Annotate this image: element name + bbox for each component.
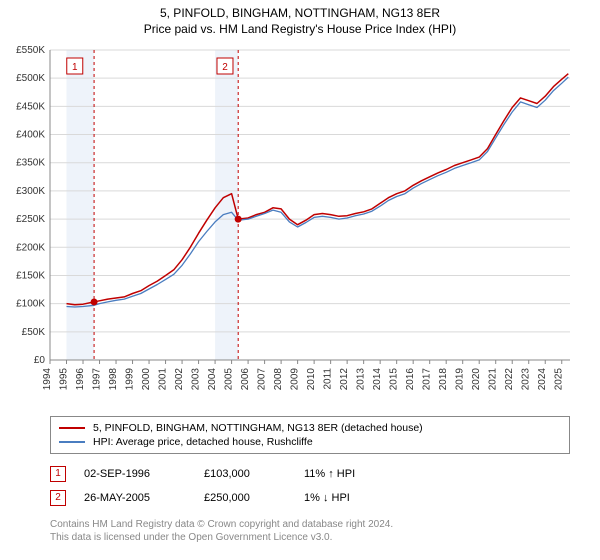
svg-text:£550K: £550K: [16, 45, 45, 56]
svg-text:2020: 2020: [471, 368, 482, 391]
svg-text:2016: 2016: [405, 368, 416, 391]
svg-text:2000: 2000: [141, 368, 152, 391]
marker-diff: 1% ↓ HPI: [304, 492, 414, 504]
svg-text:2024: 2024: [537, 368, 548, 391]
footer-attribution: Contains HM Land Registry data © Crown c…: [50, 518, 570, 544]
svg-text:£250K: £250K: [16, 214, 45, 225]
svg-text:2014: 2014: [372, 368, 383, 391]
svg-text:£0: £0: [34, 355, 46, 366]
marker-row: 1 02-SEP-1996£103,00011% ↑ HPI: [50, 462, 570, 486]
svg-text:£300K: £300K: [16, 186, 45, 197]
svg-text:2017: 2017: [422, 368, 433, 391]
svg-text:2023: 2023: [521, 368, 532, 391]
svg-text:2004: 2004: [207, 368, 218, 391]
marker-price: £250,000: [204, 492, 304, 504]
svg-text:£50K: £50K: [22, 327, 46, 338]
svg-text:2015: 2015: [389, 368, 400, 391]
svg-text:2007: 2007: [257, 368, 268, 391]
svg-text:2012: 2012: [339, 368, 350, 391]
marker-table: 1 02-SEP-1996£103,00011% ↑ HPI 2 26-MAY-200…: [50, 462, 570, 510]
svg-text:2025: 2025: [554, 368, 565, 391]
legend-row: 5, PINFOLD, BINGHAM, NOTTINGHAM, NG13 8E…: [59, 421, 561, 435]
svg-text:1999: 1999: [125, 368, 136, 391]
chart-plot-area: £0 £50K £100K £150K £200K £250K £300K £350K £400…: [0, 40, 600, 410]
legend-label: 5, PINFOLD, BINGHAM, NOTTINGHAM, NG13 8E…: [93, 422, 423, 434]
legend-box: 5, PINFOLD, BINGHAM, NOTTINGHAM, NG13 8E…: [50, 416, 570, 454]
chart-title-line2: Price paid vs. HM Land Registry's House …: [0, 20, 600, 40]
legend-swatch: [59, 441, 85, 443]
svg-text:2005: 2005: [224, 368, 235, 391]
legend-row: HPI: Average price, detached house, Rush…: [59, 435, 561, 449]
svg-text:£450K: £450K: [16, 101, 45, 112]
svg-text:2001: 2001: [158, 368, 169, 391]
svg-text:2018: 2018: [438, 368, 449, 391]
svg-text:1997: 1997: [92, 368, 103, 391]
svg-text:2009: 2009: [290, 368, 301, 391]
svg-text:2013: 2013: [356, 368, 367, 391]
marker-price: £103,000: [204, 468, 304, 480]
svg-text:1998: 1998: [108, 368, 119, 391]
svg-text:2003: 2003: [191, 368, 202, 391]
svg-text:2019: 2019: [455, 368, 466, 391]
svg-text:2022: 2022: [504, 368, 515, 391]
svg-text:£100K: £100K: [16, 299, 45, 310]
svg-text:£150K: £150K: [16, 270, 45, 281]
marker-diff: 11% ↑ HPI: [304, 468, 414, 480]
svg-text:£200K: £200K: [16, 242, 45, 253]
marker-date: 02-SEP-1996: [84, 468, 204, 480]
marker-number-box: 1: [50, 466, 66, 482]
svg-text:2010: 2010: [306, 368, 317, 391]
svg-text:2011: 2011: [323, 368, 334, 390]
svg-text:2021: 2021: [488, 368, 499, 391]
legend-label: HPI: Average price, detached house, Rush…: [93, 436, 313, 448]
svg-text:1996: 1996: [75, 368, 86, 391]
svg-text:1995: 1995: [59, 368, 70, 391]
svg-text:1: 1: [72, 62, 78, 73]
svg-text:£350K: £350K: [16, 158, 45, 169]
svg-text:2: 2: [222, 62, 228, 73]
svg-text:£500K: £500K: [16, 73, 45, 84]
footer-line1: Contains HM Land Registry data © Crown c…: [50, 518, 570, 531]
line-chart-svg: £0 £50K £100K £150K £200K £250K £300K £350K £400…: [0, 40, 600, 410]
chart-title-line1: 5, PINFOLD, BINGHAM, NOTTINGHAM, NG13 8E…: [0, 0, 600, 20]
svg-text:£400K: £400K: [16, 130, 45, 141]
footer-line2: This data is licensed under the Open Gov…: [50, 531, 570, 544]
chart-container: 5, PINFOLD, BINGHAM, NOTTINGHAM, NG13 8E…: [0, 0, 600, 560]
svg-text:2006: 2006: [240, 368, 251, 391]
svg-text:2002: 2002: [174, 368, 185, 391]
marker-row: 2 26-MAY-2005£250,0001% ↓ HPI: [50, 486, 570, 510]
marker-date: 26-MAY-2005: [84, 492, 204, 504]
legend-swatch: [59, 427, 85, 429]
svg-text:2008: 2008: [273, 368, 284, 391]
svg-text:1994: 1994: [42, 368, 53, 391]
marker-number-box: 2: [50, 490, 66, 506]
